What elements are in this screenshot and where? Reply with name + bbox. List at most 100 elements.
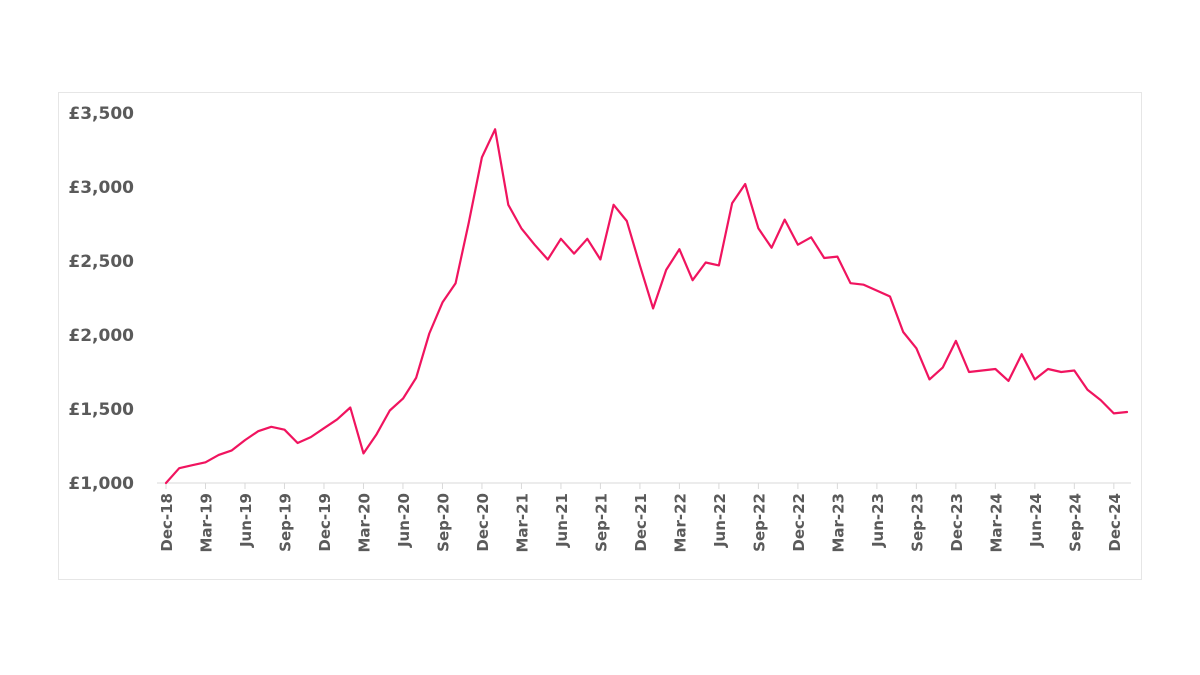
data-point <box>546 258 550 262</box>
data-point <box>967 370 971 374</box>
data-point <box>941 366 945 370</box>
data-point <box>822 256 826 260</box>
data-point <box>875 289 879 293</box>
data-point <box>269 425 273 429</box>
y-tick-label: £2,000 <box>68 326 134 346</box>
data-point <box>519 226 523 230</box>
x-tick-label: Jun-22 <box>711 493 729 548</box>
data-point <box>849 281 853 285</box>
data-point <box>1033 377 1037 381</box>
line-chart: £1,000 £1,500 £2,000 £2,500 £3,000 £3,500 Dec… <box>68 104 1131 553</box>
x-tick-label: Jun-20 <box>395 493 413 548</box>
data-point <box>914 346 918 350</box>
data-point <box>362 451 366 455</box>
x-tick-label: Mar-24 <box>987 493 1005 553</box>
x-tick-label: Dec-24 <box>1106 493 1124 552</box>
data-point <box>441 300 445 304</box>
data-point <box>493 127 497 131</box>
x-tick-label: Dec-20 <box>474 493 492 552</box>
y-tick-label: £2,500 <box>68 252 134 272</box>
data-point <box>454 281 458 285</box>
x-tick-label: Dec-18 <box>158 493 176 552</box>
data-point <box>348 406 352 410</box>
data-point <box>954 339 958 343</box>
data-point <box>1125 410 1129 414</box>
data-point <box>651 306 655 310</box>
x-tick-label: Sep-19 <box>276 493 294 552</box>
data-point <box>625 219 629 223</box>
data-point <box>190 463 194 467</box>
data-point <box>677 247 681 251</box>
data-point <box>796 243 800 247</box>
data-point <box>901 330 905 334</box>
data-point <box>835 255 839 259</box>
x-tick-label: Mar-21 <box>513 493 531 553</box>
data-point <box>296 441 300 445</box>
data-point <box>204 460 208 464</box>
data-point <box>1112 411 1116 415</box>
data-point <box>533 243 537 247</box>
data-point <box>217 453 221 457</box>
data-point <box>638 263 642 267</box>
data-point <box>1072 369 1076 373</box>
data-point <box>1099 398 1103 402</box>
data-point <box>862 283 866 287</box>
y-axis: £1,000 £1,500 £2,000 £2,500 £3,000 £3,500 <box>68 104 134 494</box>
data-point <box>559 237 563 241</box>
y-tick-label: £1,500 <box>68 400 134 420</box>
data-point <box>1059 370 1063 374</box>
data-point <box>572 252 576 256</box>
data-point <box>335 417 339 421</box>
x-tick-label: Mar-19 <box>197 493 215 553</box>
data-point <box>717 263 721 267</box>
data-point <box>743 182 747 186</box>
chart-area: £1,000 £1,500 £2,000 £2,500 £3,000 £3,500 Dec… <box>58 92 1142 580</box>
data-point <box>664 268 668 272</box>
y-tick-label: £1,000 <box>68 474 134 494</box>
x-tick-label: Sep-21 <box>592 493 610 552</box>
data-point <box>1046 367 1050 371</box>
x-tick-label: Mar-20 <box>355 493 373 553</box>
data-point <box>177 466 181 470</box>
x-tick-label: Dec-22 <box>790 493 808 552</box>
series-line <box>164 128 1129 485</box>
data-point <box>809 235 813 239</box>
data-point <box>283 428 287 432</box>
data-point <box>414 376 418 380</box>
data-point <box>612 203 616 207</box>
x-tick-label: Jun-21 <box>553 493 571 548</box>
data-point <box>928 377 932 381</box>
data-point <box>256 429 260 433</box>
data-point <box>309 435 313 439</box>
data-point <box>756 226 760 230</box>
data-point <box>480 155 484 159</box>
x-tick-label: Sep-24 <box>1066 493 1084 552</box>
data-point <box>730 201 734 205</box>
data-point <box>783 218 787 222</box>
data-point <box>243 438 247 442</box>
x-axis: Dec-18 Mar-19 Jun-19 Sep-19 Dec-19 Mar-20 Jun-… <box>158 483 1124 553</box>
data-point <box>1086 388 1090 392</box>
data-point <box>691 278 695 282</box>
data-point <box>506 203 510 207</box>
y-tick-label: £3,500 <box>68 104 134 124</box>
x-tick-label: Mar-23 <box>829 493 847 553</box>
data-point <box>980 369 984 373</box>
x-tick-label: Mar-22 <box>671 493 689 553</box>
data-point <box>770 246 774 250</box>
data-point <box>388 409 392 413</box>
data-point <box>322 426 326 430</box>
x-tick-label: Sep-23 <box>908 493 926 552</box>
x-tick-label: Sep-22 <box>750 493 768 552</box>
y-tick-label: £3,000 <box>68 178 134 198</box>
x-tick-label: Dec-19 <box>316 493 334 552</box>
data-point <box>1007 379 1011 383</box>
x-tick-label: Jun-24 <box>1027 493 1045 548</box>
data-point <box>164 481 168 485</box>
data-point <box>401 397 405 401</box>
data-point <box>704 261 708 265</box>
data-point <box>993 367 997 371</box>
data-point <box>888 295 892 299</box>
x-tick-label: Sep-20 <box>434 493 452 552</box>
data-point <box>375 432 379 436</box>
